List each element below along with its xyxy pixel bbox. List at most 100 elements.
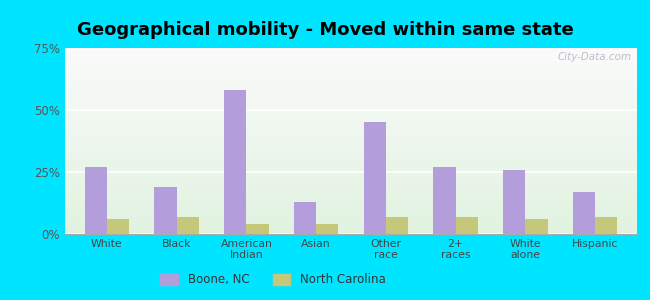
Bar [65, 132, 637, 134]
Bar [65, 98, 637, 100]
Bar [65, 223, 637, 225]
Text: Geographical mobility - Moved within same state: Geographical mobility - Moved within sam… [77, 21, 573, 39]
Bar [65, 89, 637, 91]
Bar [65, 171, 637, 172]
Bar [65, 111, 637, 113]
Bar [65, 80, 637, 82]
Bar [65, 147, 637, 148]
Bar [65, 61, 637, 63]
Bar [65, 56, 637, 57]
Bar [107, 219, 129, 234]
Bar [65, 113, 637, 115]
Bar [65, 193, 637, 195]
Bar [65, 104, 637, 106]
Bar [65, 217, 637, 219]
Bar [65, 230, 637, 232]
Bar [65, 176, 637, 178]
Bar [65, 102, 637, 104]
Bar [65, 160, 637, 161]
Bar [573, 192, 595, 234]
Bar [65, 76, 637, 78]
Bar [65, 78, 637, 80]
Bar [65, 208, 637, 210]
Bar [65, 186, 637, 188]
Bar [65, 137, 637, 139]
Bar [65, 63, 637, 65]
Bar [65, 199, 637, 200]
Bar [224, 90, 246, 234]
Bar [65, 121, 637, 122]
Bar [595, 217, 617, 234]
Bar [65, 134, 637, 135]
Legend: Boone, NC, North Carolina: Boone, NC, North Carolina [155, 269, 391, 291]
Bar [65, 54, 637, 56]
Bar [65, 119, 637, 121]
Bar [65, 50, 637, 52]
Bar [316, 224, 339, 234]
Bar [65, 52, 637, 54]
Bar [65, 180, 637, 182]
Bar [65, 161, 637, 163]
Bar [65, 110, 637, 111]
Bar [65, 145, 637, 147]
Bar [154, 187, 177, 234]
Bar [65, 107, 637, 110]
Bar [456, 217, 478, 234]
Bar [65, 195, 637, 197]
Bar [65, 154, 637, 156]
Bar [65, 172, 637, 175]
Bar [503, 169, 525, 234]
Bar [65, 184, 637, 186]
Bar [65, 226, 637, 228]
Bar [65, 91, 637, 93]
Bar [65, 163, 637, 165]
Bar [84, 167, 107, 234]
Bar [65, 206, 637, 208]
Bar [525, 219, 548, 234]
Bar [65, 117, 637, 119]
Bar [65, 232, 637, 234]
Bar [65, 204, 637, 206]
Bar [65, 189, 637, 191]
Bar [65, 150, 637, 152]
Bar [65, 200, 637, 202]
Bar [65, 210, 637, 212]
Bar [65, 126, 637, 128]
Bar [65, 167, 637, 169]
Bar [65, 68, 637, 70]
Bar [65, 188, 637, 189]
Bar [65, 115, 637, 117]
Bar [65, 130, 637, 132]
Bar [65, 70, 637, 72]
Bar [65, 124, 637, 126]
Bar [65, 143, 637, 145]
Bar [65, 96, 637, 98]
Bar [434, 167, 456, 234]
Bar [65, 182, 637, 184]
Bar [65, 67, 637, 68]
Bar [65, 65, 637, 67]
Bar [65, 202, 637, 204]
Bar [65, 175, 637, 176]
Bar [65, 219, 637, 221]
Bar [65, 82, 637, 83]
Bar [65, 59, 637, 61]
Bar [177, 217, 199, 234]
Bar [65, 156, 637, 158]
Bar [65, 165, 637, 167]
Bar [65, 139, 637, 141]
Bar [65, 85, 637, 87]
Bar [363, 122, 386, 234]
Bar [65, 122, 637, 124]
Bar [65, 225, 637, 226]
Bar [65, 141, 637, 143]
Bar [65, 158, 637, 160]
Bar [65, 191, 637, 193]
Bar [65, 152, 637, 154]
Bar [65, 100, 637, 102]
Bar [65, 214, 637, 215]
Bar [65, 106, 637, 107]
Bar [65, 178, 637, 180]
Bar [65, 72, 637, 74]
Bar [65, 148, 637, 150]
